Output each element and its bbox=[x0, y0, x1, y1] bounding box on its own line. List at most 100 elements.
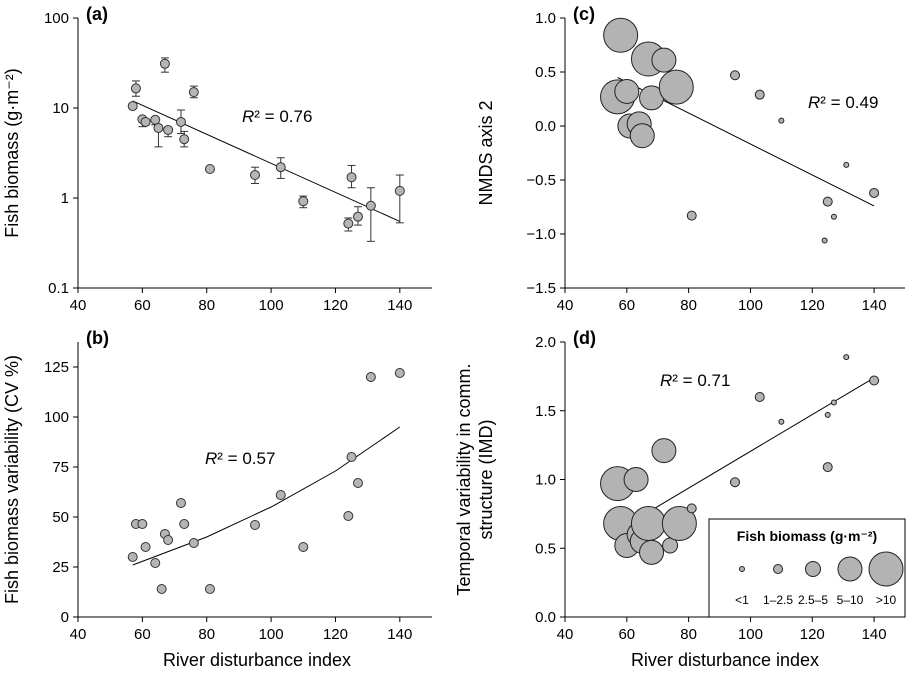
y-tick-label: −1.5 bbox=[526, 280, 556, 297]
y-tick: 50 bbox=[52, 509, 78, 526]
x-tick-label: 80 bbox=[198, 297, 215, 314]
data-bubble bbox=[658, 69, 694, 105]
x-tick: 60 bbox=[618, 288, 635, 314]
data-bubble bbox=[623, 467, 649, 492]
panel-label: (a) bbox=[86, 4, 108, 24]
data-point bbox=[298, 196, 309, 207]
data-bubble bbox=[630, 506, 666, 541]
y-axis-title-line: structure (IMD) bbox=[476, 419, 496, 539]
x-tick: 40 bbox=[70, 617, 87, 643]
x-tick: 140 bbox=[862, 617, 887, 643]
x-tick-label: 40 bbox=[557, 297, 574, 314]
data-point bbox=[394, 368, 405, 378]
x-tick-label: 80 bbox=[198, 626, 215, 643]
axes-frame bbox=[77, 342, 432, 618]
x-tick-label: 120 bbox=[323, 626, 348, 643]
data-point bbox=[394, 185, 405, 196]
data-point bbox=[127, 552, 138, 562]
r2-superscript: ² bbox=[217, 449, 223, 468]
x-tick: 120 bbox=[800, 288, 825, 314]
y-tick: 10 bbox=[52, 100, 78, 117]
y-tick-label: 100 bbox=[44, 409, 69, 426]
y-tick: 0 bbox=[61, 609, 78, 626]
y-tick-label: 75 bbox=[52, 459, 69, 476]
r2-annotation: R² = 0.49 bbox=[808, 93, 878, 112]
x-tick-label: 40 bbox=[70, 297, 87, 314]
y-tick: 75 bbox=[52, 459, 78, 476]
axes-frame bbox=[564, 18, 905, 289]
x-axis-title-left: River disturbance index bbox=[163, 650, 351, 670]
legend-item-label: 5–10 bbox=[837, 593, 864, 607]
x-tick-label: 100 bbox=[738, 297, 763, 314]
panel-label: (b) bbox=[86, 328, 109, 348]
y-tick-label: 0.5 bbox=[535, 64, 556, 81]
data-bubble bbox=[686, 210, 697, 221]
y-tick: 0.0 bbox=[535, 118, 565, 135]
y-tick-label: 10 bbox=[52, 100, 69, 117]
data-point bbox=[204, 584, 215, 594]
data-bubble bbox=[730, 477, 740, 488]
y-tick-label: 125 bbox=[44, 359, 69, 376]
data-point bbox=[179, 134, 190, 145]
y-tick: −1.0 bbox=[526, 226, 565, 243]
r2-value: = 0.71 bbox=[678, 371, 730, 390]
x-tick-label: 40 bbox=[70, 626, 87, 643]
y-tick: 0.0 bbox=[535, 609, 565, 626]
data-point bbox=[346, 172, 357, 183]
r2-symbol: R bbox=[205, 449, 217, 468]
data-bubble bbox=[639, 539, 665, 565]
y-tick-label: 1.5 bbox=[535, 403, 556, 420]
y-tick: −1.5 bbox=[526, 280, 565, 297]
x-tick-label: 100 bbox=[259, 626, 284, 643]
data-bubble bbox=[730, 70, 740, 81]
data-point bbox=[150, 558, 161, 568]
x-tick-label: 60 bbox=[134, 297, 151, 314]
biomass-legend: Fish biomass (g·m⁻²) <1 1–2.5 2.5–5 5–10 >10 bbox=[708, 518, 906, 618]
data-bubble bbox=[843, 354, 850, 361]
x-tick-label: 120 bbox=[800, 626, 825, 643]
legend-bubble bbox=[837, 556, 863, 582]
x-tick-label: 120 bbox=[800, 297, 825, 314]
data-point bbox=[250, 170, 260, 181]
y-tick-label: 25 bbox=[52, 559, 69, 576]
y-tick: 2.0 bbox=[535, 334, 565, 351]
data-bubble bbox=[830, 213, 837, 220]
y-tick-label: 1.0 bbox=[535, 472, 556, 489]
data-bubble bbox=[824, 411, 831, 418]
y-axis-title: NMDS axis 2 bbox=[476, 100, 496, 205]
data-point bbox=[153, 122, 164, 133]
data-bubble bbox=[843, 161, 850, 168]
y-tick: 100 bbox=[44, 409, 78, 426]
data-point bbox=[204, 164, 215, 175]
x-tick: 40 bbox=[70, 288, 87, 314]
data-bubble bbox=[661, 506, 697, 541]
data-bubble bbox=[754, 392, 765, 402]
x-tick: 140 bbox=[387, 617, 412, 643]
x-tick-label: 40 bbox=[557, 626, 574, 643]
legend-item-label: >10 bbox=[876, 593, 897, 607]
y-tick-label: −1.0 bbox=[526, 226, 556, 243]
error-bar bbox=[366, 187, 375, 242]
data-point bbox=[140, 116, 151, 127]
r2-value: = 0.57 bbox=[223, 449, 275, 468]
y-tick: 1 bbox=[61, 190, 78, 207]
regression-line bbox=[132, 426, 401, 566]
panel-label: (d) bbox=[573, 328, 596, 348]
y-tick-label: 0.0 bbox=[535, 609, 556, 626]
x-tick-label: 140 bbox=[862, 297, 887, 314]
x-tick-label: 140 bbox=[387, 297, 412, 314]
y-tick-label: 0.0 bbox=[535, 118, 556, 135]
y-axis-title-line: Temporal variability in comm. bbox=[454, 363, 474, 595]
data-point bbox=[275, 490, 286, 500]
x-tick-label: 80 bbox=[680, 297, 697, 314]
panel-d: 40 60 80 100 120 140 0.0 0.5 1.0 1.5 2.0 Temporal v… bbox=[454, 328, 905, 643]
data-bubble bbox=[778, 418, 785, 425]
y-tick-label: 0 bbox=[61, 609, 69, 626]
data-point bbox=[188, 87, 199, 98]
data-bubble bbox=[869, 375, 880, 386]
data-point bbox=[298, 542, 309, 552]
x-tick: 80 bbox=[680, 288, 697, 314]
y-tick: 0.5 bbox=[535, 64, 565, 81]
data-bubble bbox=[822, 196, 833, 207]
r2-annotation: R² = 0.71 bbox=[660, 371, 730, 390]
